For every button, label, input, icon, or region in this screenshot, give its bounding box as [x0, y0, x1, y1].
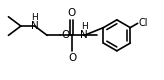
Text: H: H [81, 22, 88, 31]
Text: O: O [69, 53, 77, 63]
Text: O: O [68, 8, 76, 18]
Text: O: O [61, 30, 69, 40]
Text: N: N [81, 30, 88, 40]
Text: H: H [31, 13, 38, 22]
Text: Cl: Cl [138, 18, 148, 28]
Text: N: N [31, 21, 39, 31]
